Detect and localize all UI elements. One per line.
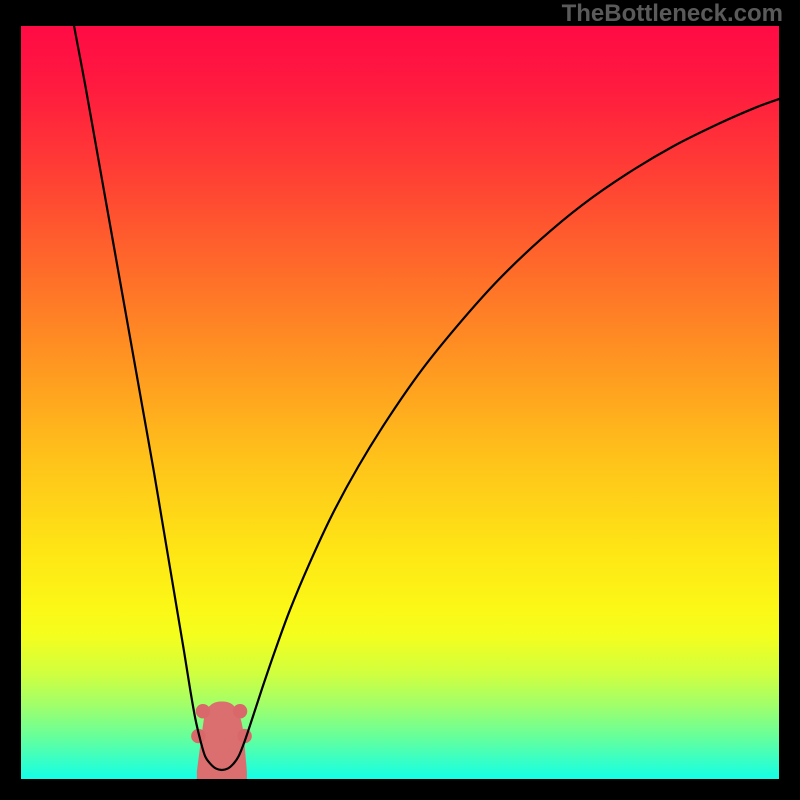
highlight-knob [196, 704, 210, 718]
watermark-text: TheBottleneck.com [562, 0, 783, 28]
plot-area [21, 26, 779, 779]
highlight-knob [233, 704, 247, 718]
chart-svg [21, 26, 779, 779]
